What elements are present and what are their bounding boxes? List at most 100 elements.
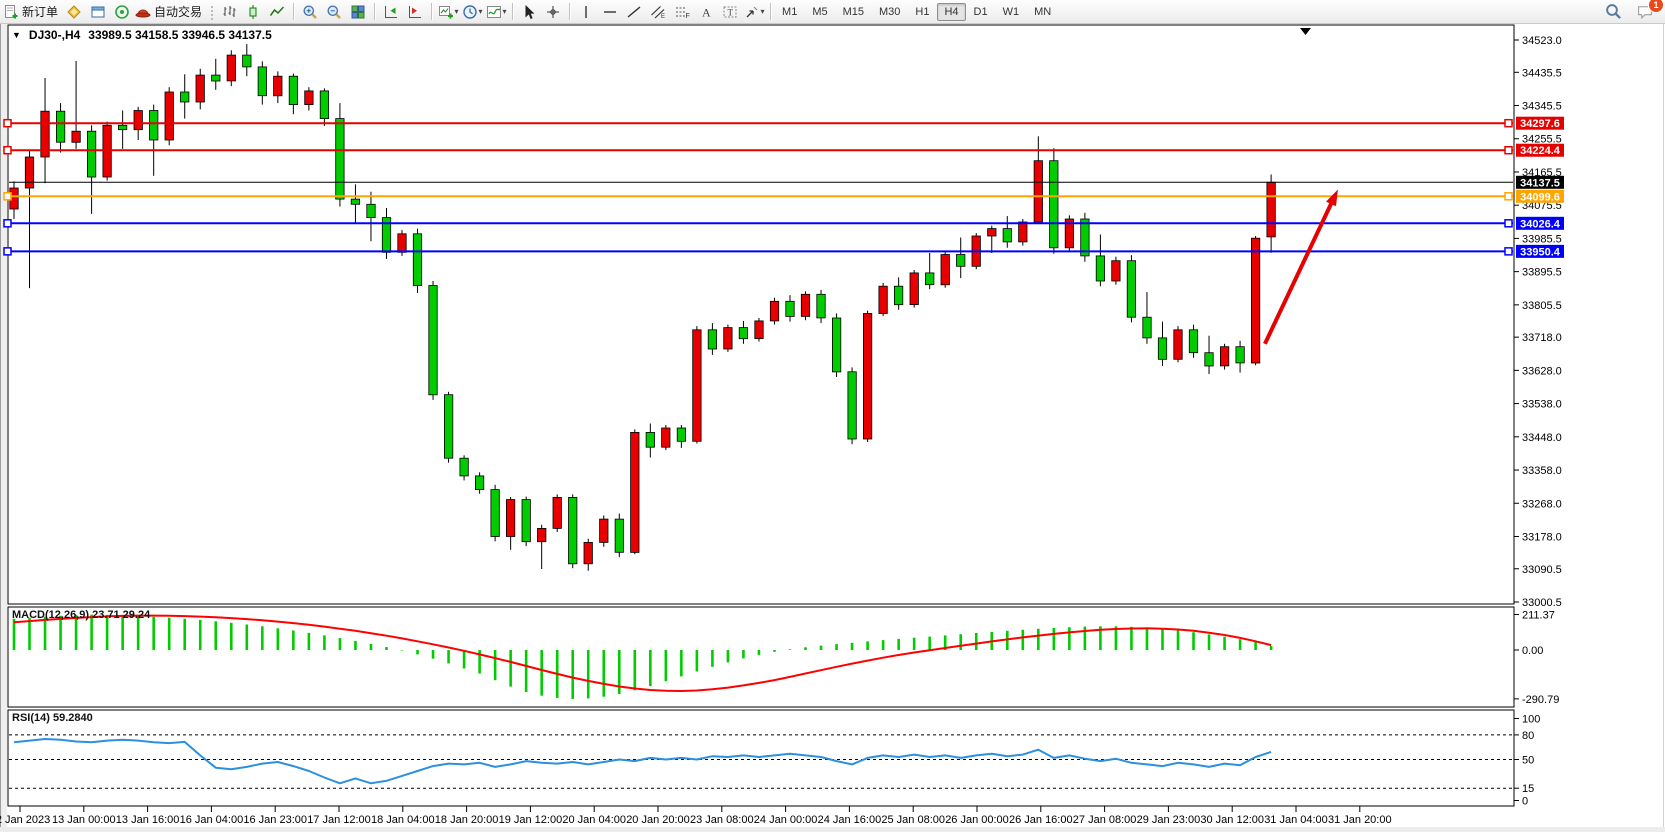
timeframe-M1[interactable]: M1 <box>782 5 798 18</box>
candle <box>133 110 143 131</box>
candle <box>350 198 361 205</box>
search-button[interactable] <box>1601 2 1625 22</box>
indicators-dropdown[interactable]: ▾ <box>484 2 508 22</box>
notifications-button[interactable]: 1 <box>1633 0 1664 22</box>
macd-axis-label: 0.00 <box>1522 645 1543 657</box>
time-axis-label: 27 Jan 08:00 <box>1073 814 1137 826</box>
auto-trading-icon <box>135 9 151 17</box>
candle <box>568 496 578 565</box>
price-axis-label: 34435.5 <box>1522 67 1562 79</box>
timeframe-MN[interactable]: MN <box>1034 5 1052 18</box>
collapse-arrow-icon[interactable]: ▼ <box>12 30 21 40</box>
macd-axis-label: -290.79 <box>1522 694 1559 706</box>
macd-pane[interactable] <box>7 606 1515 708</box>
time-axis-label: 24 Jan 00:00 <box>754 814 818 826</box>
tile-windows-button[interactable] <box>346 2 370 22</box>
time-axis-label: 13 Jan 16:00 <box>116 814 180 826</box>
price-badge <box>1516 143 1564 157</box>
level-line-handle[interactable] <box>3 219 12 228</box>
candlestick-chart-button[interactable] <box>241 2 265 22</box>
timeframe-M5[interactable]: M5 <box>812 5 828 18</box>
candle <box>894 285 904 306</box>
candle <box>645 431 655 448</box>
timeframe-M30[interactable]: M30 <box>879 5 901 18</box>
level-line-handle[interactable] <box>3 247 12 256</box>
timeframe-W1[interactable]: W1 <box>1002 5 1020 18</box>
toolbar-grip[interactable] <box>209 3 215 20</box>
candle <box>428 285 438 396</box>
dropdown-arrow-icon: ▾ <box>760 7 765 16</box>
toolbar-separator <box>512 3 514 20</box>
rsi-pane[interactable] <box>7 709 1515 807</box>
timeframe-M15[interactable]: M15 <box>842 5 864 18</box>
text-label-tool[interactable]: T <box>718 2 742 22</box>
level-line-handle[interactable] <box>1504 192 1513 201</box>
rsi-axis-label: 100 <box>1522 714 1540 726</box>
bar-chart-button[interactable] <box>217 2 241 22</box>
time-axis-label: 20 Jan 20:00 <box>626 814 690 826</box>
cursor-button[interactable] <box>517 2 541 22</box>
candle <box>226 54 236 82</box>
level-line-handle[interactable] <box>1504 219 1513 228</box>
signals-button[interactable] <box>110 2 134 22</box>
candle <box>1064 218 1074 249</box>
candle <box>459 457 469 477</box>
vertical-line-tool[interactable] <box>574 2 598 22</box>
level-line-handle[interactable] <box>1504 145 1513 155</box>
crosshair-button[interactable] <box>541 2 565 22</box>
price-badge <box>1516 189 1564 203</box>
price-axis-label: 34345.5 <box>1522 101 1562 113</box>
fibonacci-tool[interactable]: F <box>670 2 694 22</box>
level-line-handle[interactable] <box>1504 247 1513 256</box>
main-price-pane[interactable] <box>7 24 1515 605</box>
periods-dropdown[interactable]: ▾ <box>460 2 484 22</box>
channel-tool[interactable]: E <box>646 2 670 22</box>
chart-shift-marker-icon[interactable] <box>1300 28 1311 35</box>
text-label-icon: T <box>723 6 737 17</box>
zoom-out-icon <box>327 5 341 19</box>
new-order-button[interactable]: 新订单 <box>2 2 62 22</box>
new-chart-icon <box>438 5 453 18</box>
main-toolbar: 新订单 自动交易 <box>0 0 1665 24</box>
zoom-in-button[interactable] <box>298 2 322 22</box>
trendline-tool[interactable] <box>622 2 646 22</box>
text-tool[interactable]: A <box>694 2 718 22</box>
market-watch-button[interactable] <box>62 2 86 22</box>
candle <box>443 394 454 459</box>
price-axis-label: 33538.0 <box>1522 399 1562 411</box>
level-line-handle[interactable] <box>3 145 12 155</box>
candle <box>847 371 857 440</box>
crosshair-icon <box>547 5 560 18</box>
horizontal-line-tool[interactable] <box>598 2 622 22</box>
price-axis-label: 34075.5 <box>1522 200 1562 212</box>
line-chart-icon <box>269 5 285 16</box>
timeframe-group: M1 M5 M15 M30 H1 H4 D1 W1 MN <box>775 2 1058 21</box>
chart-shift-button[interactable] <box>403 2 427 22</box>
arrows-dropdown[interactable]: ▾ <box>742 2 766 22</box>
timeframe-D1[interactable]: D1 <box>973 5 988 18</box>
level-line-handle[interactable] <box>1504 118 1513 128</box>
zoom-out-button[interactable] <box>322 2 346 22</box>
candle <box>800 293 811 317</box>
horizontal-line-icon <box>604 10 617 13</box>
line-chart-button[interactable] <box>265 2 289 22</box>
trend-arrow[interactable] <box>1263 197 1336 345</box>
level-line-handle[interactable] <box>3 118 12 128</box>
auto-trading-button[interactable]: 自动交易 <box>134 2 206 22</box>
auto-scroll-button[interactable] <box>379 2 403 22</box>
timeframe-H4[interactable]: H4 <box>937 2 966 21</box>
cursor-icon <box>525 4 535 19</box>
signal-icon <box>115 4 129 19</box>
data-window-button[interactable] <box>86 2 110 22</box>
new-chart-dropdown[interactable]: ▾ <box>436 2 460 22</box>
level-line-handle[interactable] <box>3 192 12 201</box>
trend-arrow-head[interactable] <box>1326 189 1338 207</box>
candle <box>940 254 950 286</box>
price-badge-label: 34099.6 <box>1520 191 1560 203</box>
price-badge <box>1516 175 1564 189</box>
candle <box>490 489 500 537</box>
arrows-icon <box>746 6 757 17</box>
timeframe-H1[interactable]: H1 <box>915 5 930 18</box>
